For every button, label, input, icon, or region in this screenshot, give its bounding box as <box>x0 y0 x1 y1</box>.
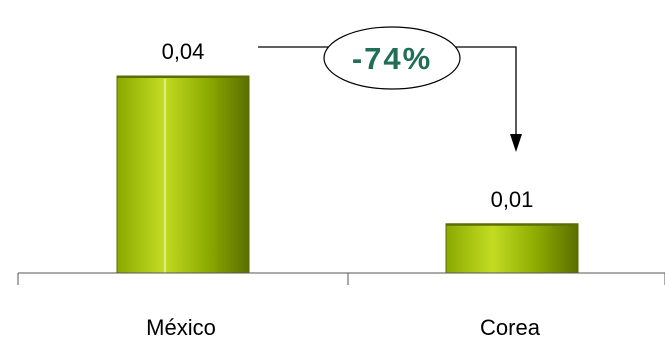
annotation-ellipse <box>323 26 461 90</box>
category-label: México <box>146 315 216 337</box>
category-label: Corea <box>480 315 541 337</box>
value-label: 0,04 <box>162 39 205 64</box>
annotation-change-label: -74% <box>352 41 432 76</box>
annotation-connector-right <box>456 46 517 140</box>
bar-mxico <box>116 75 250 274</box>
value-label: 0,01 <box>491 187 534 212</box>
arrow-head-icon <box>510 134 522 152</box>
bar-corea <box>445 223 579 274</box>
